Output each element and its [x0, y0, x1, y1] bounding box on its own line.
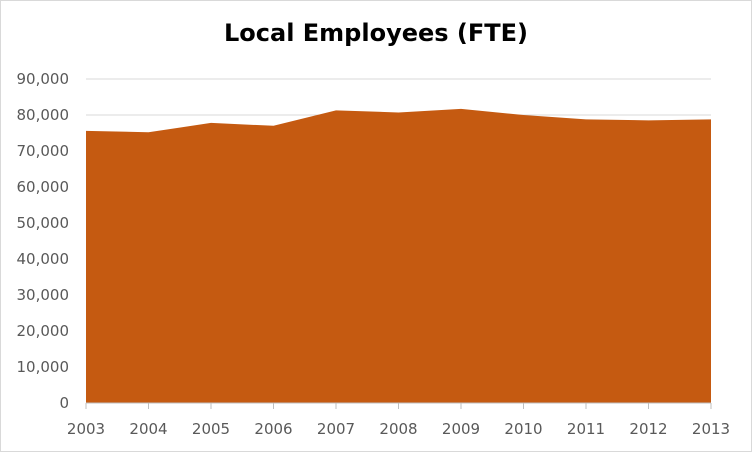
y-tick-label: 60,000: [17, 178, 70, 196]
x-tick-label: 2009: [442, 420, 480, 438]
x-tick-label: 2004: [129, 420, 167, 438]
y-tick-label: 50,000: [17, 214, 70, 232]
x-tick-label: 2005: [192, 420, 230, 438]
x-axis-tick-labels: 2003 2004 2005 2006 2007 2008 2009 2010 2011 2012…: [67, 420, 730, 438]
x-tick-label: 2012: [629, 420, 667, 438]
y-tick-label: 70,000: [17, 142, 70, 160]
y-tick-label: 80,000: [17, 106, 70, 124]
y-tick-label: 0: [59, 394, 69, 412]
x-tick-label: 2003: [67, 420, 105, 438]
series-area: [86, 108, 711, 403]
y-tick-label: 10,000: [17, 358, 70, 376]
y-tick-label: 90,000: [17, 70, 70, 88]
chart-title: Local Employees (FTE): [223, 19, 529, 47]
x-tick-label: 2007: [317, 420, 355, 438]
x-tick-label: 2006: [254, 420, 292, 438]
x-tick-label: 2013: [692, 420, 730, 438]
x-tick-label: 2011: [567, 420, 605, 438]
x-tick-label: 2010: [504, 420, 542, 438]
y-tick-label: 20,000: [17, 322, 70, 340]
y-tick-label: 30,000: [17, 286, 70, 304]
y-tick-label: 40,000: [17, 250, 70, 268]
x-tick-label: 2008: [379, 420, 417, 438]
x-axis: [85, 402, 712, 409]
y-axis-tick-labels: 0 10,000 20,000 30,000 40,000 50,000 60,000 70,…: [17, 70, 70, 412]
area-series: [86, 108, 711, 403]
